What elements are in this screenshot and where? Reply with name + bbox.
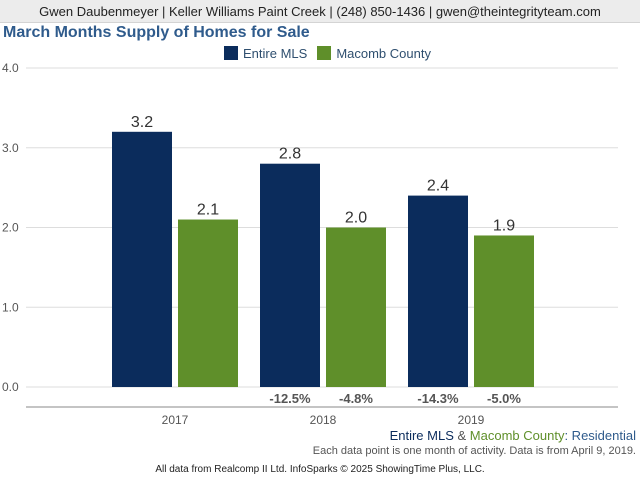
series-description: Entire MLS & Macomb County: Residential (390, 428, 636, 443)
data-label-entire-mls-2018: 2.8 (279, 146, 301, 163)
change-label-macomb-county-2019: -5.0% (487, 391, 521, 406)
bar-macomb-county-2017 (178, 219, 238, 387)
series-description-suffix: : Residential (564, 428, 636, 443)
data-label-entire-mls-2017: 3.2 (131, 114, 153, 131)
series-description-entire-mls: Entire MLS (389, 428, 454, 443)
chart-legend: Entire MLS Macomb County (224, 44, 441, 62)
legend-swatch-macomb-county (317, 46, 332, 60)
legend-swatch-entire-mls (224, 46, 238, 60)
y-tick-label-3: 3.0 (2, 141, 19, 155)
x-tick-label-2017: 2017 (162, 413, 189, 427)
chart-title: March Months Supply of Homes for Sale (3, 24, 310, 41)
x-tick-label-2019: 2019 (458, 413, 485, 427)
legend-label-entire-mls: Entire MLS (243, 45, 308, 61)
y-tick-label-4: 4.0 (2, 61, 19, 75)
y-tick-label-1: 1.0 (2, 300, 19, 314)
change-label-entire-mls-2019: -14.3% (417, 391, 459, 406)
y-tick-label-0: 0.0 (2, 380, 19, 394)
bar-macomb-county-2019 (474, 235, 534, 387)
change-label-macomb-county-2018: -4.8% (339, 391, 373, 406)
data-label-macomb-county-2019: 1.9 (493, 217, 515, 234)
bar-entire-mls-2018 (260, 163, 320, 387)
series-description-amp: & (453, 428, 470, 443)
change-label-entire-mls-2018: -12.5% (269, 391, 311, 406)
data-label-macomb-county-2017: 2.1 (197, 202, 219, 219)
legend-item-macomb-county[interactable]: Macomb County (317, 46, 431, 61)
bar-entire-mls-2019 (408, 195, 468, 387)
y-tick-label-2: 2.0 (2, 221, 19, 235)
data-label-entire-mls-2019: 2.4 (427, 178, 449, 195)
legend-item-entire-mls[interactable]: Entire MLS (224, 46, 307, 61)
bar-entire-mls-2017 (112, 131, 172, 387)
x-tick-label-2018: 2018 (310, 413, 337, 427)
legend-label-macomb-county: Macomb County (336, 45, 431, 61)
data-note: Each data point is one month of activity… (312, 445, 636, 457)
series-description-macomb: Macomb County (469, 428, 565, 443)
agent-contact-bar: Gwen Daubenmeyer | Keller Williams Paint… (0, 0, 640, 23)
data-label-macomb-county-2018: 2.0 (345, 210, 367, 227)
data-source: All data from Realcomp II Ltd. InfoSpark… (155, 464, 485, 475)
agent-contact-text: Gwen Daubenmeyer | Keller Williams Paint… (39, 3, 601, 19)
bar-macomb-county-2018 (326, 227, 386, 387)
